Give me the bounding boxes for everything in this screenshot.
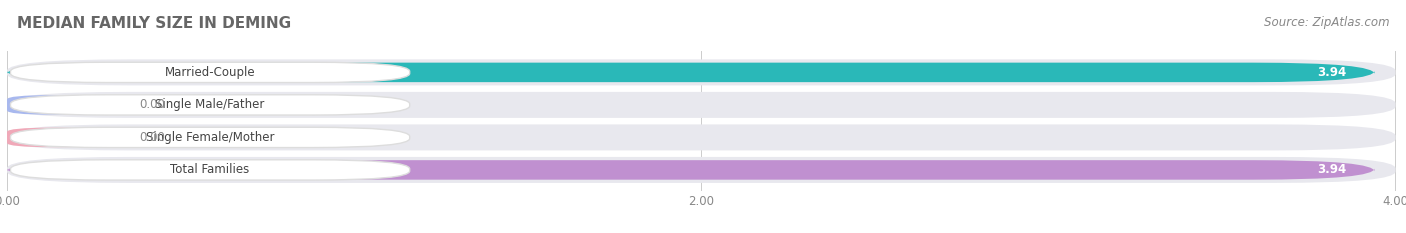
Text: Total Families: Total Families bbox=[170, 163, 250, 176]
FancyBboxPatch shape bbox=[7, 95, 104, 115]
FancyBboxPatch shape bbox=[7, 59, 1396, 86]
FancyBboxPatch shape bbox=[10, 95, 409, 115]
FancyBboxPatch shape bbox=[7, 63, 1375, 82]
FancyBboxPatch shape bbox=[10, 62, 409, 82]
Text: 3.94: 3.94 bbox=[1317, 163, 1347, 176]
FancyBboxPatch shape bbox=[10, 127, 409, 147]
Text: Single Male/Father: Single Male/Father bbox=[156, 98, 264, 111]
Text: 3.94: 3.94 bbox=[1317, 66, 1347, 79]
FancyBboxPatch shape bbox=[10, 160, 409, 180]
FancyBboxPatch shape bbox=[7, 92, 1396, 118]
Text: Single Female/Mother: Single Female/Mother bbox=[146, 131, 274, 144]
Text: Source: ZipAtlas.com: Source: ZipAtlas.com bbox=[1264, 16, 1389, 29]
FancyBboxPatch shape bbox=[7, 157, 1396, 183]
FancyBboxPatch shape bbox=[7, 128, 104, 147]
FancyBboxPatch shape bbox=[7, 124, 1396, 151]
Text: 0.00: 0.00 bbox=[139, 131, 165, 144]
Text: MEDIAN FAMILY SIZE IN DEMING: MEDIAN FAMILY SIZE IN DEMING bbox=[17, 16, 291, 31]
Text: 0.00: 0.00 bbox=[139, 98, 165, 111]
FancyBboxPatch shape bbox=[7, 160, 1375, 180]
Text: Married-Couple: Married-Couple bbox=[165, 66, 256, 79]
